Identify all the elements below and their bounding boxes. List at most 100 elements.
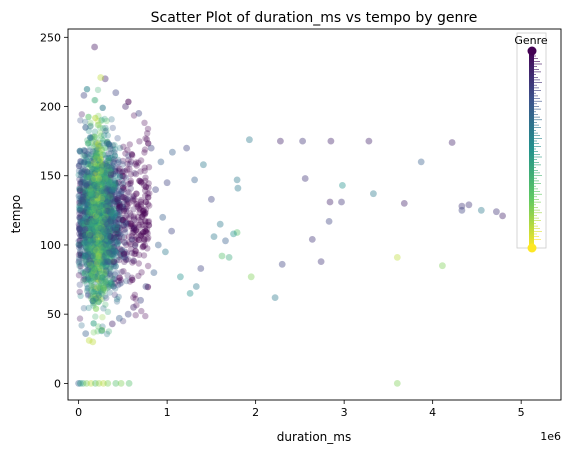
dense-point bbox=[97, 214, 104, 222]
dense-point bbox=[93, 212, 101, 219]
dense-point bbox=[133, 190, 140, 197]
dense-point bbox=[84, 202, 91, 209]
dense-point bbox=[75, 244, 83, 251]
dense-point bbox=[80, 185, 87, 192]
dense-point bbox=[76, 225, 83, 232]
dense-point bbox=[94, 268, 102, 275]
dense-point bbox=[104, 212, 112, 220]
dense-point bbox=[96, 191, 103, 198]
dense-point bbox=[111, 243, 118, 251]
dense-point bbox=[103, 169, 110, 176]
dense-point bbox=[98, 270, 105, 277]
dense-point bbox=[103, 212, 111, 219]
dense-point bbox=[89, 203, 96, 211]
dense-point bbox=[93, 208, 101, 215]
dense-point bbox=[111, 176, 119, 184]
dense-point bbox=[145, 222, 153, 229]
dense-point bbox=[78, 200, 86, 207]
dense-point bbox=[89, 263, 97, 270]
dense-point bbox=[102, 233, 109, 240]
dense-point bbox=[126, 239, 133, 246]
dense-point bbox=[103, 183, 110, 190]
dense-point bbox=[84, 197, 91, 204]
dense-point bbox=[93, 218, 100, 225]
dense-point bbox=[141, 119, 148, 127]
dense-point bbox=[122, 225, 129, 233]
dense-point bbox=[91, 229, 98, 237]
dense-point bbox=[93, 171, 100, 179]
dense-point bbox=[106, 235, 113, 243]
dense-point bbox=[88, 271, 96, 279]
dense-point bbox=[108, 207, 115, 214]
dense-point bbox=[99, 151, 107, 158]
dense-point bbox=[83, 173, 90, 180]
dense-point bbox=[115, 206, 123, 213]
dense-point bbox=[102, 216, 109, 224]
dense-point bbox=[88, 151, 95, 158]
dense-point bbox=[89, 224, 97, 231]
dense-point bbox=[108, 261, 115, 268]
dense-point bbox=[77, 242, 84, 250]
dense-point bbox=[109, 146, 116, 153]
dense-point bbox=[93, 241, 100, 248]
dense-point bbox=[111, 276, 118, 283]
dense-point bbox=[100, 257, 108, 265]
dense-point bbox=[131, 169, 138, 177]
dense-point bbox=[86, 222, 93, 229]
data-point bbox=[301, 175, 309, 182]
dense-point bbox=[90, 288, 97, 295]
dense-point bbox=[129, 276, 136, 283]
dense-point bbox=[89, 191, 97, 199]
dense-point bbox=[95, 210, 103, 218]
dense-point bbox=[103, 227, 110, 235]
dense-point bbox=[116, 200, 123, 207]
dense-point bbox=[97, 184, 104, 192]
dense-point bbox=[107, 253, 114, 260]
dense-point bbox=[102, 182, 109, 190]
dense-point bbox=[102, 249, 109, 257]
dense-point bbox=[78, 224, 86, 232]
dense-point bbox=[76, 147, 83, 155]
dense-point bbox=[100, 276, 107, 283]
dense-point bbox=[99, 177, 106, 184]
dense-point bbox=[101, 216, 108, 223]
dense-point bbox=[76, 192, 83, 199]
dense-point bbox=[102, 215, 109, 222]
dense-point bbox=[99, 173, 107, 180]
dense-point bbox=[106, 289, 113, 296]
dense-point bbox=[78, 197, 86, 204]
dense-point bbox=[96, 224, 103, 231]
dense-point bbox=[84, 284, 92, 291]
dense-point bbox=[83, 260, 90, 268]
dense-point bbox=[107, 177, 114, 184]
dense-point bbox=[99, 176, 106, 183]
dense-point bbox=[112, 198, 119, 205]
dense-point bbox=[103, 127, 110, 134]
dense-point bbox=[94, 198, 101, 205]
dense-point bbox=[104, 217, 111, 225]
dense-point bbox=[90, 249, 97, 256]
dense-point bbox=[103, 189, 110, 196]
dense-point bbox=[104, 235, 111, 242]
dense-point bbox=[75, 255, 83, 262]
dense-point bbox=[84, 229, 92, 237]
dense-point bbox=[106, 249, 113, 256]
dense-point bbox=[124, 200, 131, 208]
dense-point bbox=[92, 220, 99, 228]
dense-point bbox=[140, 243, 147, 250]
dense-point bbox=[103, 220, 110, 228]
dense-point bbox=[108, 206, 115, 213]
dense-point bbox=[111, 156, 118, 163]
data-point bbox=[150, 269, 158, 276]
dense-point bbox=[92, 206, 99, 213]
dense-point bbox=[102, 258, 110, 265]
dense-point bbox=[79, 194, 86, 201]
dense-point bbox=[115, 195, 122, 202]
dense-point bbox=[99, 249, 106, 256]
dense-point bbox=[139, 244, 146, 251]
dense-point bbox=[88, 164, 96, 171]
dense-point bbox=[106, 199, 114, 207]
dense-point bbox=[92, 180, 99, 188]
dense-point bbox=[106, 249, 113, 256]
dense-point bbox=[109, 215, 117, 222]
